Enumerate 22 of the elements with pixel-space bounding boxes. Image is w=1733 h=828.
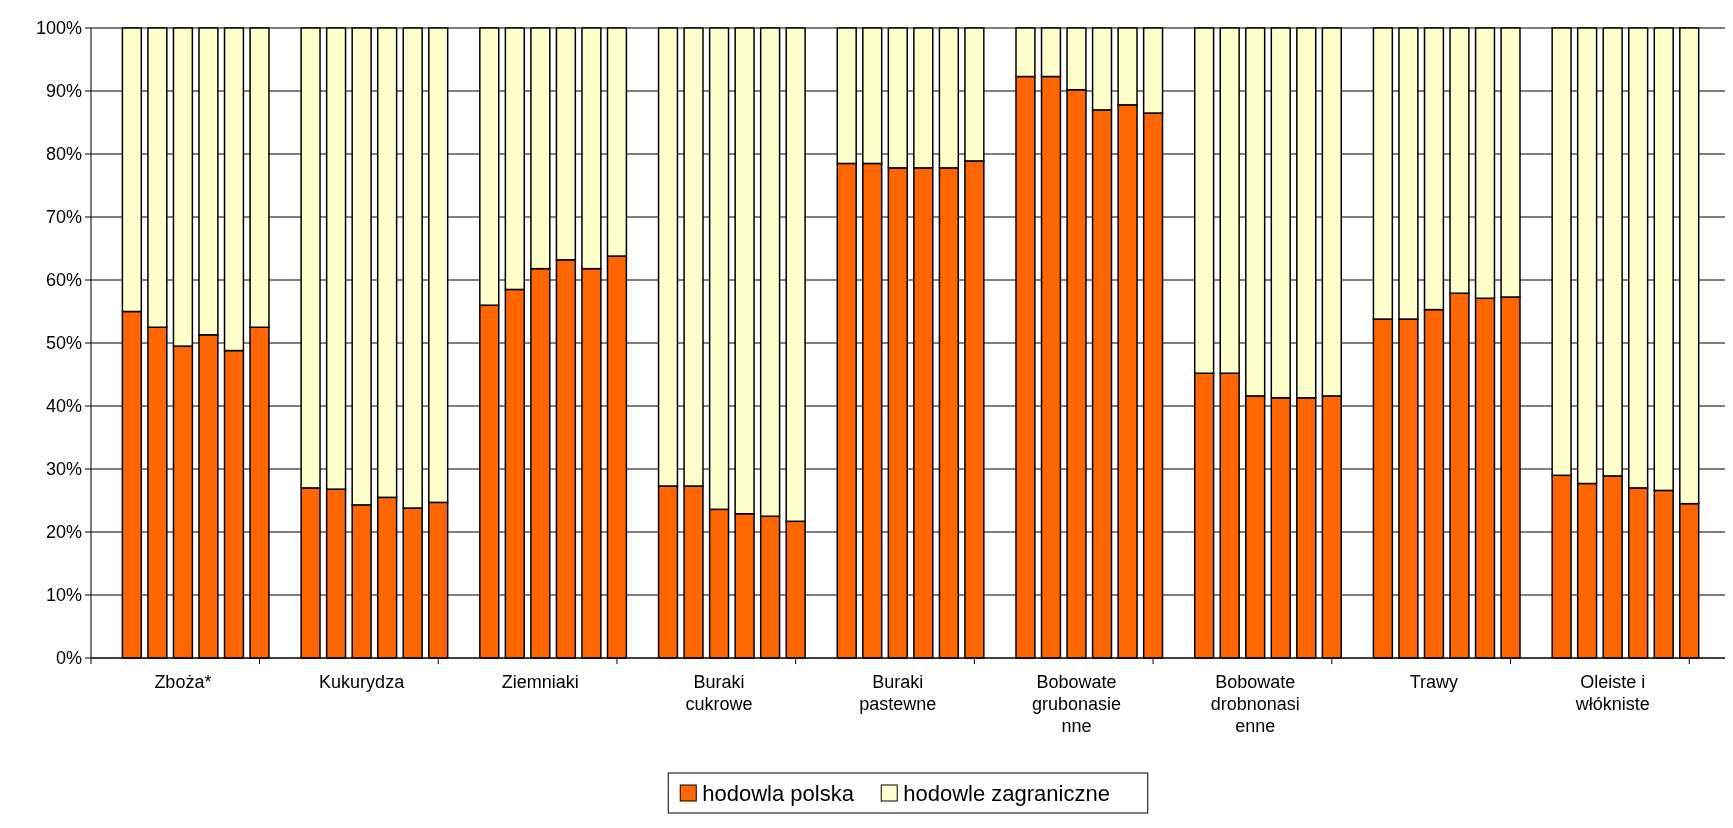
y-tick-label: 20% <box>45 522 82 543</box>
x-tick-label: Zboża* <box>154 672 212 692</box>
x-tick-label: Bobowate drobnonasi enne <box>1210 672 1300 736</box>
x-tick-label: Buraki pastewne <box>859 672 937 714</box>
x-tick-label: Bobowate grubonasie nne <box>1031 672 1122 736</box>
y-tick-label: 90% <box>45 81 82 102</box>
x-tick-label: Trawy <box>1409 672 1459 692</box>
y-tick-label: 30% <box>45 459 82 480</box>
y-tick-label: 80% <box>45 144 82 165</box>
y-tick-label: 60% <box>45 270 82 291</box>
y-tick-label: 10% <box>45 585 82 606</box>
y-tick-label: 50% <box>45 333 82 354</box>
x-tick-label: Oleiste i włókniste <box>1574 672 1650 714</box>
y-tick-label: 100% <box>35 18 82 39</box>
x-tick-label: Ziemniaki <box>501 672 579 692</box>
legend-label: hodowla polska <box>702 780 855 806</box>
x-tick-label: Buraki cukrowe <box>685 672 753 714</box>
legend-label: hodowle zagraniczne <box>903 780 1110 806</box>
x-tick-label: Kukurydza <box>319 672 406 692</box>
y-tick-label: 40% <box>45 396 82 417</box>
y-tick-label: 0% <box>55 648 82 669</box>
y-tick-label: 70% <box>45 207 82 228</box>
